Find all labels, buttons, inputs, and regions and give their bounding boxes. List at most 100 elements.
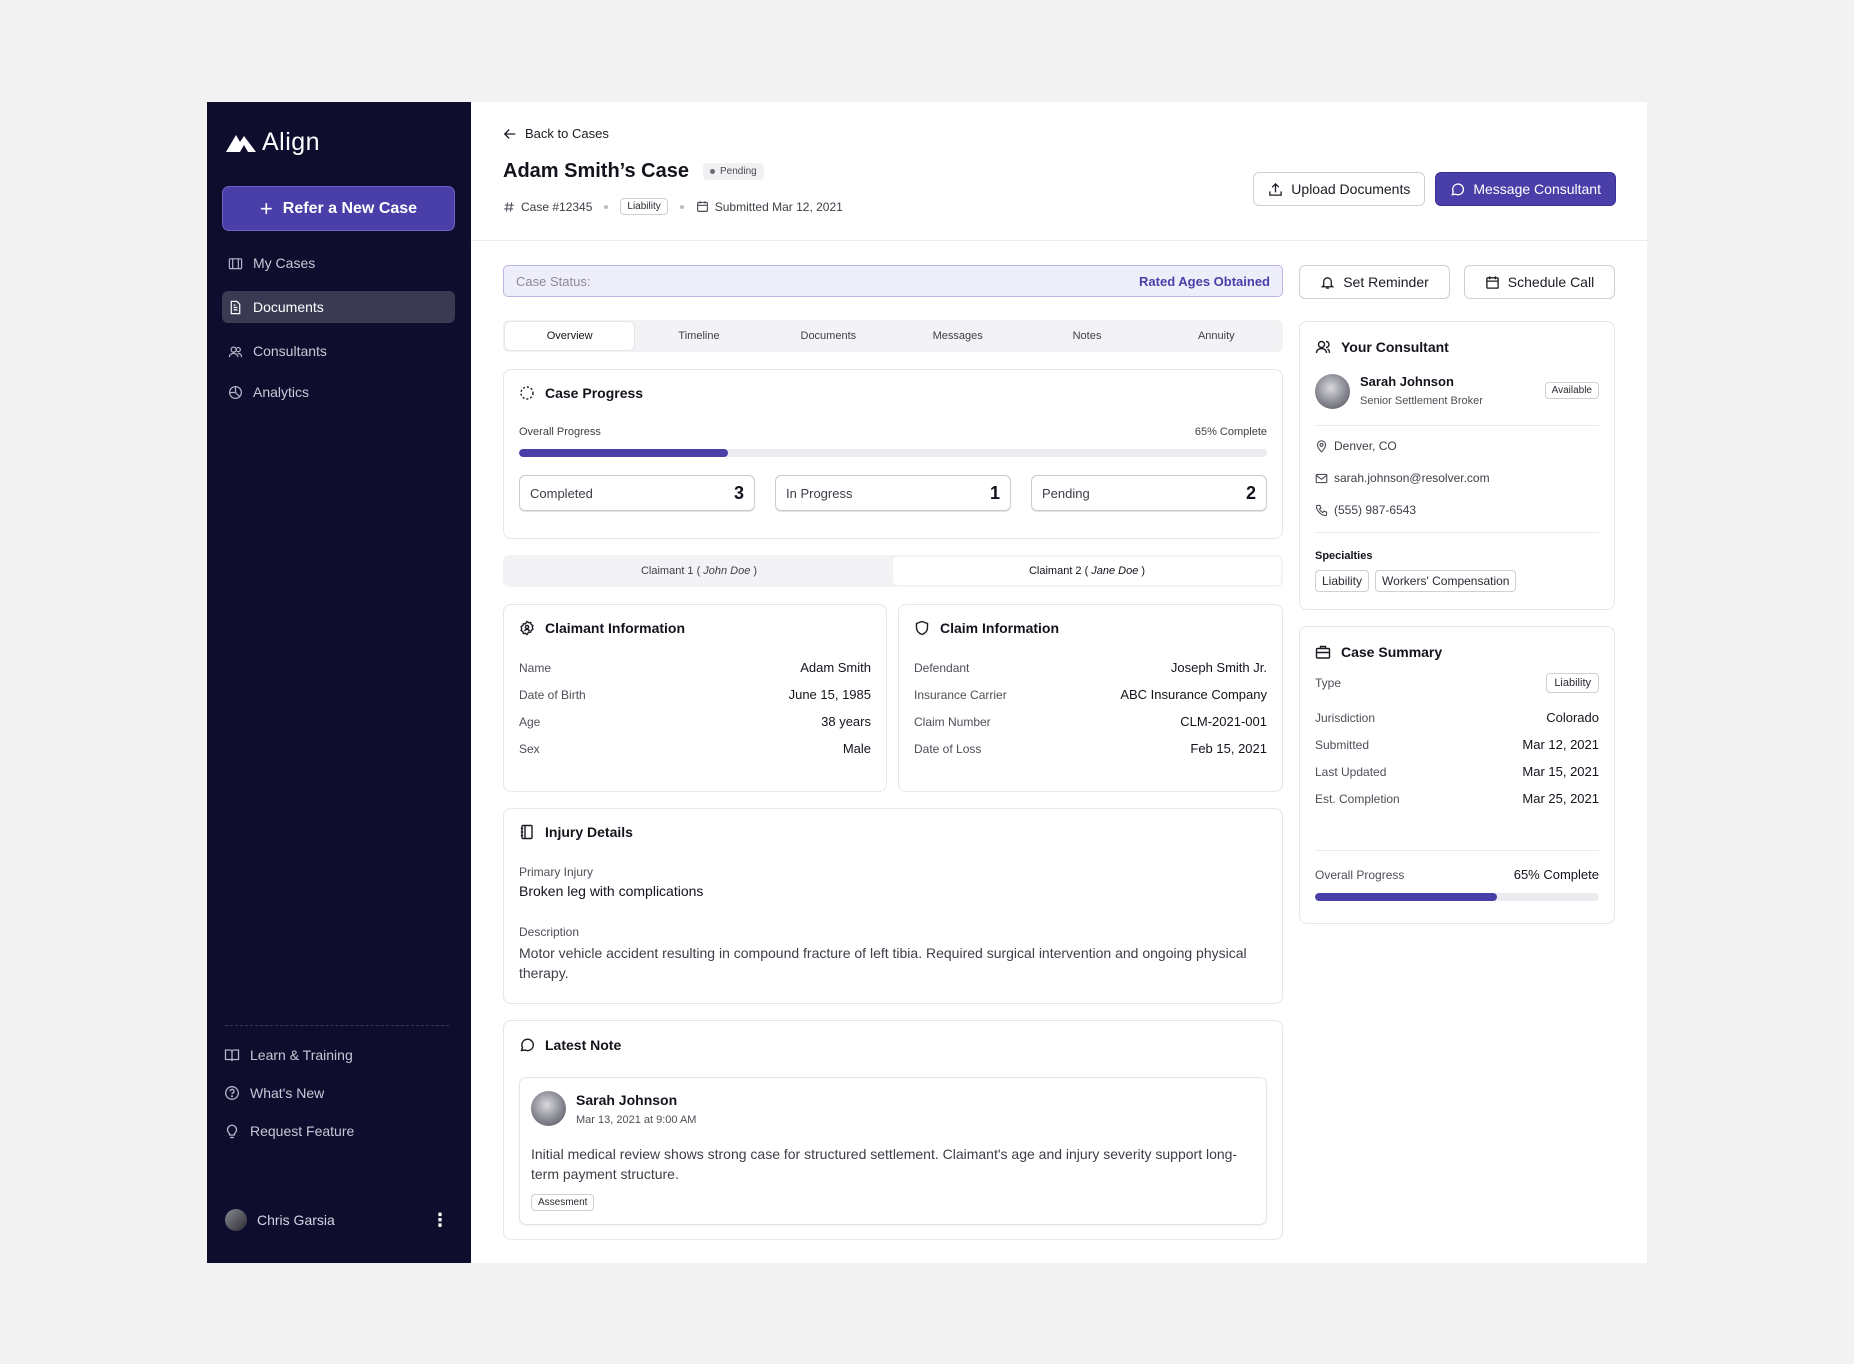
claimant-tab-suffix: ) — [1141, 565, 1146, 577]
divider — [1315, 425, 1599, 426]
plus-icon: + — [259, 195, 273, 221]
case-title-row: Adam Smith’s Case Pending — [503, 160, 764, 183]
sidebar-item-label: Request Feature — [250, 1123, 355, 1139]
note-date: Mar 13, 2021 at 9:00 AM — [576, 1114, 697, 1126]
message-consultant-button[interactable]: Message Consultant — [1435, 172, 1616, 206]
tab-timeline[interactable]: Timeline — [678, 330, 720, 342]
refer-new-case-button[interactable]: + Refer a New Case — [222, 186, 455, 231]
logo[interactable]: Align — [224, 128, 320, 157]
consultant-role: Senior Settlement Broker — [1360, 395, 1483, 407]
help-circle-icon — [224, 1085, 240, 1101]
consultant-title-text: Your Consultant — [1341, 339, 1449, 355]
schedule-call-button[interactable]: Schedule Call — [1464, 265, 1615, 299]
back-to-cases-link[interactable]: Back to Cases — [503, 126, 609, 141]
claimant-tabs: Claimant 1 (John Doe) Claimant 2 (Jane D… — [503, 555, 1283, 587]
sidebar-item-analytics[interactable]: Analytics — [222, 376, 455, 408]
sidebar-item-consultants[interactable]: Consultants — [222, 335, 455, 367]
upload-icon — [1268, 182, 1283, 197]
injury-details-title: Injury Details — [519, 824, 633, 840]
progress-stats: Completed 3 In Progress 1 Pending 2 — [519, 475, 1267, 511]
lightbulb-icon — [224, 1123, 240, 1139]
divider — [1315, 532, 1599, 533]
header-divider — [471, 240, 1647, 241]
tab-annuity[interactable]: Annuity — [1197, 330, 1235, 342]
tab-notes[interactable]: Notes — [1072, 330, 1102, 342]
shield-icon — [914, 620, 930, 636]
sidebar-item-label: Consultants — [253, 343, 327, 359]
summary-key: Last Updated — [1315, 764, 1387, 779]
stat-value: 2 — [1245, 482, 1256, 503]
tab-claimant-2[interactable]: Claimant 2 (Jane Doe) — [893, 557, 1281, 585]
users-icon — [228, 344, 243, 359]
phone-text: (555) 987-6543 — [1334, 503, 1417, 517]
consultant-title: Your Consultant — [1315, 339, 1449, 355]
align-logo-icon — [224, 133, 258, 153]
case-meta: Case #12345 Liability Submitted Mar 12, … — [503, 198, 843, 215]
claimant-tab-suffix: ) — [753, 565, 758, 577]
message-icon — [1450, 182, 1465, 197]
sidebar-item-label: Documents — [253, 299, 324, 315]
stat-label: Pending — [1042, 485, 1090, 501]
tab-messages[interactable]: Messages — [932, 330, 983, 342]
summary-row: Last Updated Mar 15, 2021 — [1315, 764, 1599, 779]
email-text: sarah.johnson@resolver.com — [1334, 471, 1490, 485]
primary-injury-value: Broken leg with complications — [519, 883, 704, 899]
mail-icon — [1315, 472, 1328, 485]
stat-completed: Completed 3 — [519, 475, 755, 511]
case-summary-card: Case Summary Type Liability Jurisdiction… — [1299, 626, 1615, 924]
note-text: Initial medical review shows strong case… — [531, 1146, 1238, 1182]
summary-progress-row: Overall Progress 65% Complete — [1315, 867, 1599, 882]
sidebar-item-whats-new[interactable]: What's New — [222, 1079, 455, 1107]
progress-bar-fill — [1315, 893, 1497, 901]
stat-pending: Pending 2 — [1031, 475, 1267, 511]
upload-button-label: Upload Documents — [1291, 181, 1411, 197]
note-item: Sarah Johnson Mar 13, 2021 at 9:00 AM In… — [519, 1077, 1267, 1225]
upload-documents-button[interactable]: Upload Documents — [1253, 172, 1426, 206]
note-tag: Assesment — [531, 1194, 595, 1211]
sidebar-item-request-feature[interactable]: Request Feature — [222, 1117, 455, 1145]
sidebar-item-label: Learn & Training — [250, 1047, 353, 1063]
injury-details-title-text: Injury Details — [545, 824, 633, 840]
more-vertical-icon[interactable]: ⋮ — [431, 1209, 449, 1230]
case-status-label: Case Status: — [516, 273, 591, 289]
specialty-tag: Workers' Compensation — [1375, 570, 1517, 592]
header-actions: Upload Documents Message Consultant — [1253, 172, 1616, 206]
stat-label: In Progress — [786, 485, 853, 501]
info-row: Defendant Joseph Smith Jr. — [914, 660, 1267, 675]
overall-progress-label: Overall Progress — [519, 426, 601, 438]
summary-row: Jurisdiction Colorado — [1315, 710, 1599, 725]
tab-overview[interactable]: Overview — [505, 322, 635, 350]
info-value: June 15, 1985 — [788, 687, 871, 702]
consultant-phone[interactable]: (555) 987-6543 — [1315, 503, 1416, 517]
specialty-tag: Liability — [1315, 570, 1370, 592]
user-profile[interactable]: Chris Garsia ⋮ — [225, 1205, 455, 1235]
main-content: Back to Cases Adam Smith’s Case Pending … — [471, 102, 1647, 1263]
notebook-icon — [519, 824, 535, 840]
info-key: Date of Birth — [519, 687, 586, 702]
status-dot — [710, 169, 715, 174]
tab-claimant-1[interactable]: Claimant 1 (John Doe) — [505, 557, 893, 585]
avatar — [225, 1209, 247, 1231]
consultant-email[interactable]: sarah.johnson@resolver.com — [1315, 471, 1490, 485]
map-pin-icon — [1315, 439, 1328, 453]
message-circle-icon — [519, 1037, 535, 1053]
info-value: Adam Smith — [800, 660, 871, 675]
stat-value: 1 — [989, 482, 1000, 503]
summary-row: Submitted Mar 12, 2021 — [1315, 737, 1599, 752]
case-number-text: Case #12345 — [521, 199, 593, 214]
summary-progress-bar — [1315, 893, 1599, 901]
case-status-value: Rated Ages Obtained — [1139, 273, 1270, 289]
sidebar-item-learn[interactable]: Learn & Training — [222, 1041, 455, 1069]
sidebar-bottom-nav: Learn & Training What's New Request Feat… — [222, 1041, 455, 1155]
set-reminder-button[interactable]: Set Reminder — [1299, 265, 1450, 299]
sidebar-item-documents[interactable]: Documents — [222, 291, 455, 323]
tab-documents[interactable]: Documents — [800, 330, 857, 342]
status-badge-label: Pending — [720, 166, 757, 177]
book-icon — [224, 1047, 240, 1063]
claimant-tab-prefix: Claimant 1 ( — [640, 565, 701, 577]
sidebar-item-my-cases[interactable]: My Cases — [222, 247, 455, 279]
injury-details-card: Injury Details Primary Injury Broken leg… — [503, 808, 1283, 1004]
progress-bar-fill — [519, 449, 729, 457]
consultant-card: Your Consultant Sarah Johnson Senior Set… — [1299, 321, 1615, 610]
summary-key: Est. Completion — [1315, 791, 1400, 806]
